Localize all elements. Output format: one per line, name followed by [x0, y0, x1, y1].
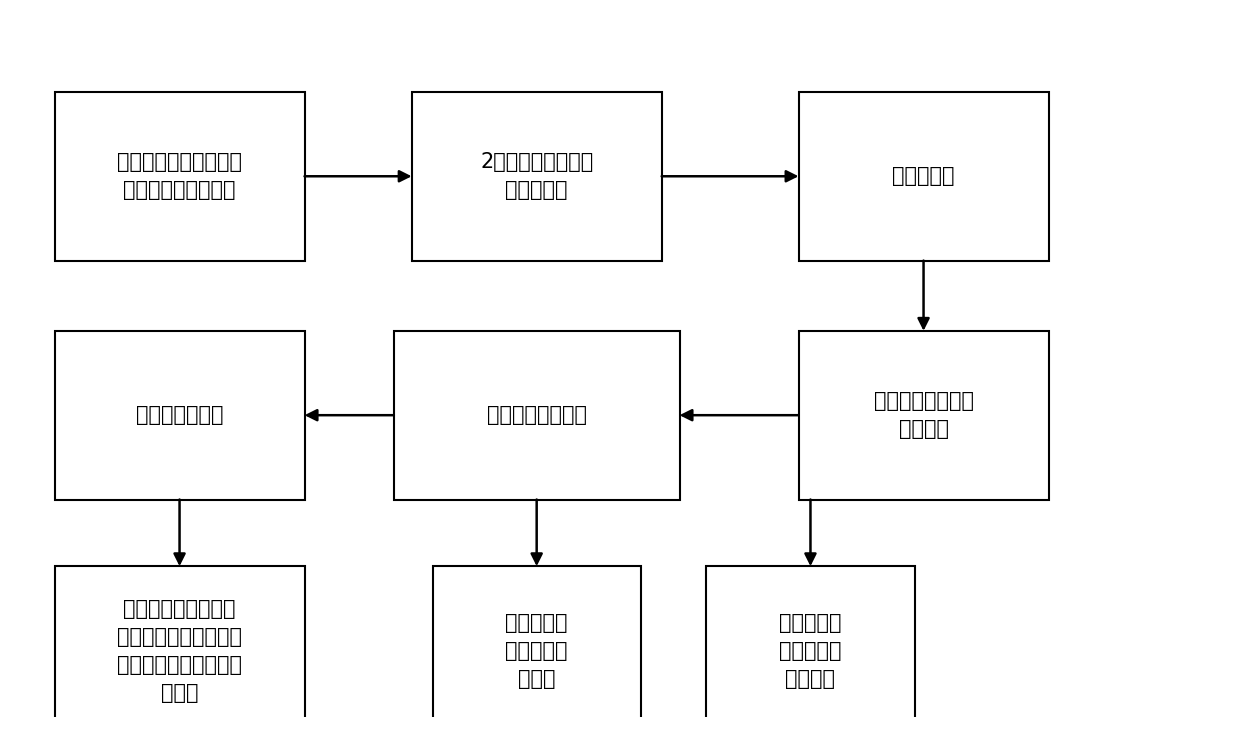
FancyBboxPatch shape: [412, 92, 662, 261]
Text: 隔声罩出口打开: 隔声罩出口打开: [136, 406, 223, 425]
Text: 声信号采集: 声信号采集: [893, 166, 955, 186]
FancyBboxPatch shape: [799, 92, 1049, 261]
Text: 没有泄漏，
可以通过下
一道工序: 没有泄漏， 可以通过下 一道工序: [779, 613, 842, 689]
Text: 2组机械施压触手分
别施加压力: 2组机械施压触手分 别施加压力: [480, 152, 593, 201]
FancyBboxPatch shape: [55, 331, 305, 499]
FancyBboxPatch shape: [55, 92, 305, 261]
Text: 声信号特征提取、
分析识别: 声信号特征提取、 分析识别: [873, 391, 973, 439]
Text: 装有液体饮料的软包装
袋（盒）送入隔声罩: 装有液体饮料的软包装 袋（盒）送入隔声罩: [117, 152, 242, 201]
FancyBboxPatch shape: [394, 331, 680, 499]
Text: 根据识别处理结果，
装有液体饮料的软包装
袋（盒）被传送到下一
道工序: 根据识别处理结果， 装有液体饮料的软包装 袋（盒）被传送到下一 道工序: [117, 599, 242, 703]
FancyBboxPatch shape: [799, 331, 1049, 499]
Text: 有泄漏，通
知下一道工
序剔除: 有泄漏，通 知下一道工 序剔除: [506, 613, 568, 689]
FancyBboxPatch shape: [55, 567, 305, 732]
Text: 输出识别处理结果: 输出识别处理结果: [486, 406, 587, 425]
FancyBboxPatch shape: [707, 567, 915, 732]
FancyBboxPatch shape: [433, 567, 641, 732]
